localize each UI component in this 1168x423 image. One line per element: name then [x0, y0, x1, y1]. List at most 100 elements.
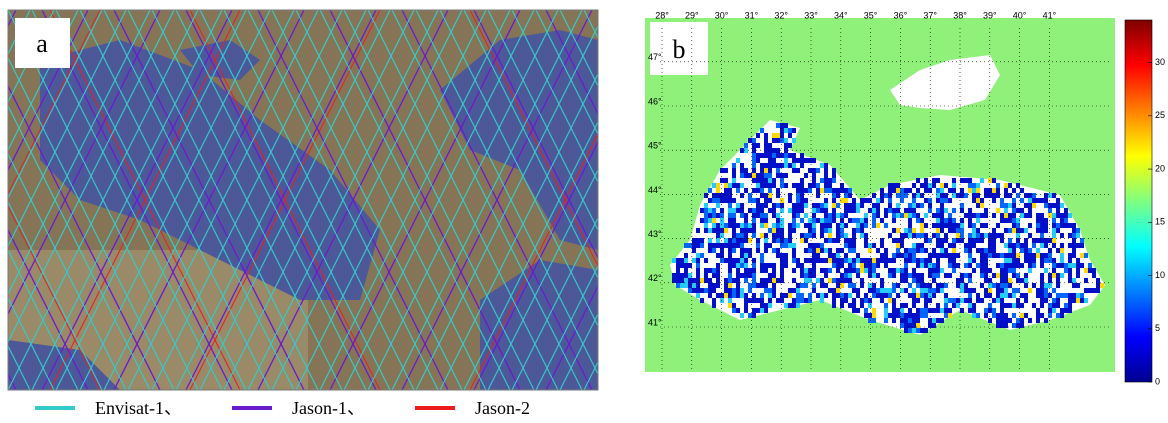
cell	[1008, 318, 1012, 323]
cell	[864, 213, 868, 218]
cell	[752, 138, 756, 143]
cell	[736, 188, 740, 193]
cell	[888, 293, 892, 298]
cell	[928, 283, 932, 288]
cell	[808, 183, 812, 188]
cell	[1044, 228, 1048, 233]
cell	[720, 193, 724, 198]
cell	[824, 283, 828, 288]
cell	[824, 178, 828, 183]
cell	[1028, 288, 1032, 293]
cell	[816, 188, 820, 193]
cell	[732, 183, 736, 188]
cell	[980, 198, 984, 203]
cell	[784, 163, 788, 168]
cell	[768, 143, 772, 148]
cell	[924, 283, 928, 288]
cell	[696, 288, 700, 293]
cell	[760, 168, 764, 173]
cell	[1044, 268, 1048, 273]
cell	[732, 223, 736, 228]
cell	[976, 188, 980, 193]
cell	[760, 253, 764, 258]
cell	[956, 233, 960, 238]
cell	[756, 203, 760, 208]
cell	[904, 253, 908, 258]
cell	[956, 303, 960, 308]
cell	[868, 283, 872, 288]
cell	[1008, 183, 1012, 188]
cell	[872, 208, 876, 213]
cell	[1056, 298, 1060, 303]
cell	[752, 293, 756, 298]
cell	[1036, 248, 1040, 253]
cell	[784, 143, 788, 148]
cell	[1068, 233, 1072, 238]
cell	[1004, 213, 1008, 218]
cell	[1020, 303, 1024, 308]
cell	[908, 213, 912, 218]
cell	[852, 263, 856, 268]
cell	[840, 273, 844, 278]
cell	[708, 188, 712, 193]
cell	[812, 268, 816, 273]
cell	[904, 248, 908, 253]
cell	[744, 268, 748, 273]
cell	[788, 198, 792, 203]
cell	[848, 293, 852, 298]
cell	[984, 278, 988, 283]
cell	[804, 248, 808, 253]
cell	[904, 188, 908, 193]
cell	[824, 273, 828, 278]
cell	[756, 158, 760, 163]
cell	[912, 183, 916, 188]
cell	[820, 278, 824, 283]
cell	[864, 268, 868, 273]
cell	[1052, 233, 1056, 238]
cell	[744, 308, 748, 313]
cell	[772, 248, 776, 253]
cell	[680, 273, 684, 278]
cell	[924, 263, 928, 268]
cell	[784, 243, 788, 248]
cell	[904, 213, 908, 218]
cell	[728, 213, 732, 218]
cell	[728, 183, 732, 188]
cell	[1012, 273, 1016, 278]
cell	[752, 223, 756, 228]
cell	[856, 273, 860, 278]
cell	[964, 243, 968, 248]
cell	[756, 198, 760, 203]
cell	[704, 218, 708, 223]
cell	[804, 283, 808, 288]
cell	[740, 273, 744, 278]
cell	[1000, 298, 1004, 303]
cell	[852, 243, 856, 248]
cell	[828, 178, 832, 183]
cell	[760, 203, 764, 208]
cell	[1012, 268, 1016, 273]
cell	[876, 273, 880, 278]
cell	[832, 203, 836, 208]
cell	[1004, 253, 1008, 258]
cell	[708, 288, 712, 293]
cell	[708, 243, 712, 248]
cell	[772, 283, 776, 288]
cell	[968, 183, 972, 188]
cell	[960, 218, 964, 223]
cell	[1072, 228, 1076, 233]
cell	[884, 288, 888, 293]
cell	[704, 278, 708, 283]
cell	[880, 218, 884, 223]
cell	[1000, 278, 1004, 283]
cell	[772, 153, 776, 158]
cell	[948, 213, 952, 218]
cell	[1020, 318, 1024, 323]
cell	[896, 183, 900, 188]
cell	[780, 153, 784, 158]
cell	[932, 248, 936, 253]
cell	[760, 263, 764, 268]
cell	[920, 313, 924, 318]
cell	[812, 218, 816, 223]
cell	[980, 298, 984, 303]
